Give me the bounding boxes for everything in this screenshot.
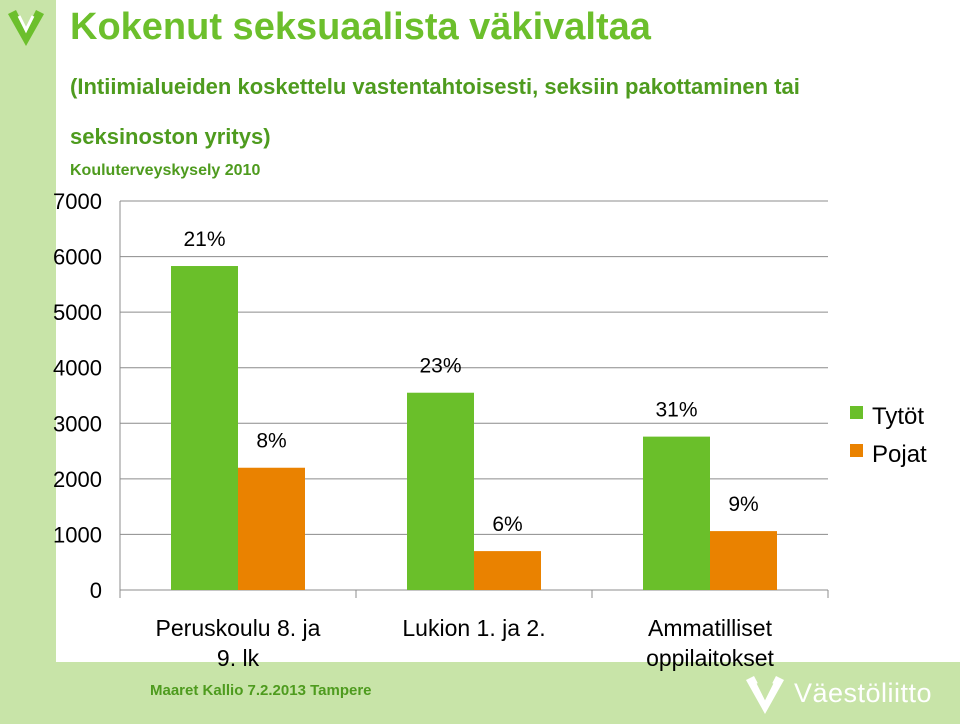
x-tick-label: Ammatilliset oppilaitokset	[646, 615, 774, 671]
legend-label: Tytöt	[872, 403, 924, 430]
bar	[710, 531, 777, 590]
bar	[474, 551, 541, 590]
data-label: 8%	[256, 430, 286, 453]
bar-chart: 0 1000 2000 3000 4000 5000 6000 7000 21% 8% Perusk…	[53, 189, 927, 671]
shield-v-logo-icon	[8, 10, 44, 46]
brand-logo: Väestöliitto	[742, 672, 942, 718]
y-tick-label: 3000	[53, 411, 102, 436]
y-tick-label: 7000	[53, 189, 102, 214]
x-tick-label-line: 9. lk	[217, 645, 260, 671]
y-tick-label: 4000	[53, 356, 102, 381]
bar	[407, 392, 474, 590]
y-tick-label: 1000	[53, 522, 102, 547]
bar	[171, 266, 238, 590]
y-tick-label: 2000	[53, 467, 102, 492]
page-subtitle: (Intiimialueiden koskettelu vastentahtoi…	[70, 74, 800, 149]
y-tick-label: 5000	[53, 300, 102, 325]
data-label: 21%	[183, 228, 225, 251]
brand-name: Väestöliitto	[794, 678, 933, 708]
bar	[238, 467, 305, 590]
data-label: 6%	[492, 513, 522, 536]
page-title: Kokenut seksuaalista väkivaltaa	[70, 6, 651, 48]
legend-swatch	[850, 444, 863, 457]
x-tick-label-line: Peruskoulu 8. ja	[156, 615, 321, 641]
shield-v-logo-icon	[746, 676, 784, 714]
x-tick-label: Lukion 1. ja 2.	[402, 615, 545, 641]
x-tick-label-line: Lukion 1. ja 2.	[402, 615, 545, 641]
bottom-decor-band	[0, 662, 960, 724]
data-label: 31%	[655, 399, 697, 422]
y-tick-label: 6000	[53, 245, 102, 270]
footer-author-date: Maaret Kallio 7.2.2013 Tampere	[150, 682, 372, 699]
x-tick-label: Peruskoulu 8. ja 9. lk	[156, 615, 321, 671]
legend-label: Pojat	[872, 441, 927, 468]
left-decor-band	[0, 0, 56, 724]
data-label: 9%	[728, 493, 758, 516]
legend-swatch	[850, 406, 863, 419]
y-tick-label: 0	[90, 578, 102, 603]
x-tick-label-line: Ammatilliset	[648, 615, 773, 641]
bar	[643, 436, 710, 590]
data-label: 23%	[419, 355, 461, 378]
source-label: Kouluterveyskysely 2010	[70, 162, 261, 179]
x-tick-label-line: oppilaitokset	[646, 645, 774, 671]
